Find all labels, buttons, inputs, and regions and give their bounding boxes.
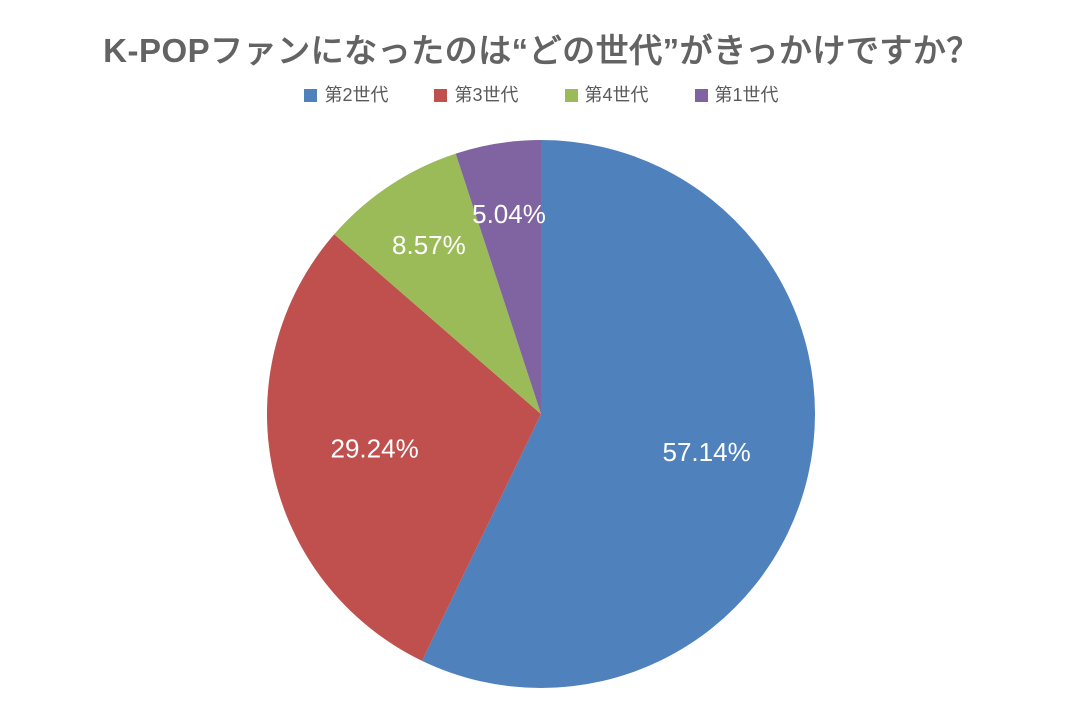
slice-label-第2世代: 57.14%	[663, 437, 751, 467]
chart-title: K-POPファンになったのは“どの世代”がきっかけですか？	[103, 32, 980, 69]
legend-label-第1世代: 第1世代	[714, 85, 779, 105]
chart-legend: 第2世代 第3世代 第4世代 第1世代	[0, 86, 1083, 104]
legend-swatch-第3世代	[434, 88, 448, 102]
legend-swatch-第4世代	[564, 88, 578, 102]
slice-label-第4世代: 8.57%	[392, 230, 466, 260]
legend-swatch-第1世代	[694, 88, 708, 102]
legend-item-第3世代[interactable]: 第3世代	[434, 85, 519, 105]
legend-item-第2世代[interactable]: 第2世代	[304, 86, 388, 104]
pie-slice-第4世代[interactable]	[334, 153, 541, 414]
legend-label-第3世代: 第3世代	[454, 85, 519, 105]
slice-label-第3世代: 29.24%	[331, 433, 419, 463]
pie-slice-第1世代[interactable]	[455, 140, 541, 414]
legend-item-第4世代[interactable]: 第4世代	[564, 85, 649, 105]
pie-slice-第2世代[interactable]	[422, 140, 816, 688]
slice-label-第1世代: 5.04%	[472, 199, 546, 229]
legend-swatch-第2世代	[304, 88, 318, 102]
legend-item-第1世代[interactable]: 第1世代	[694, 85, 779, 105]
legend-label-第4世代: 第4世代	[584, 85, 649, 105]
legend-label-第2世代: 第2世代	[324, 85, 389, 105]
pie-slice-第3世代[interactable]	[267, 234, 541, 661]
